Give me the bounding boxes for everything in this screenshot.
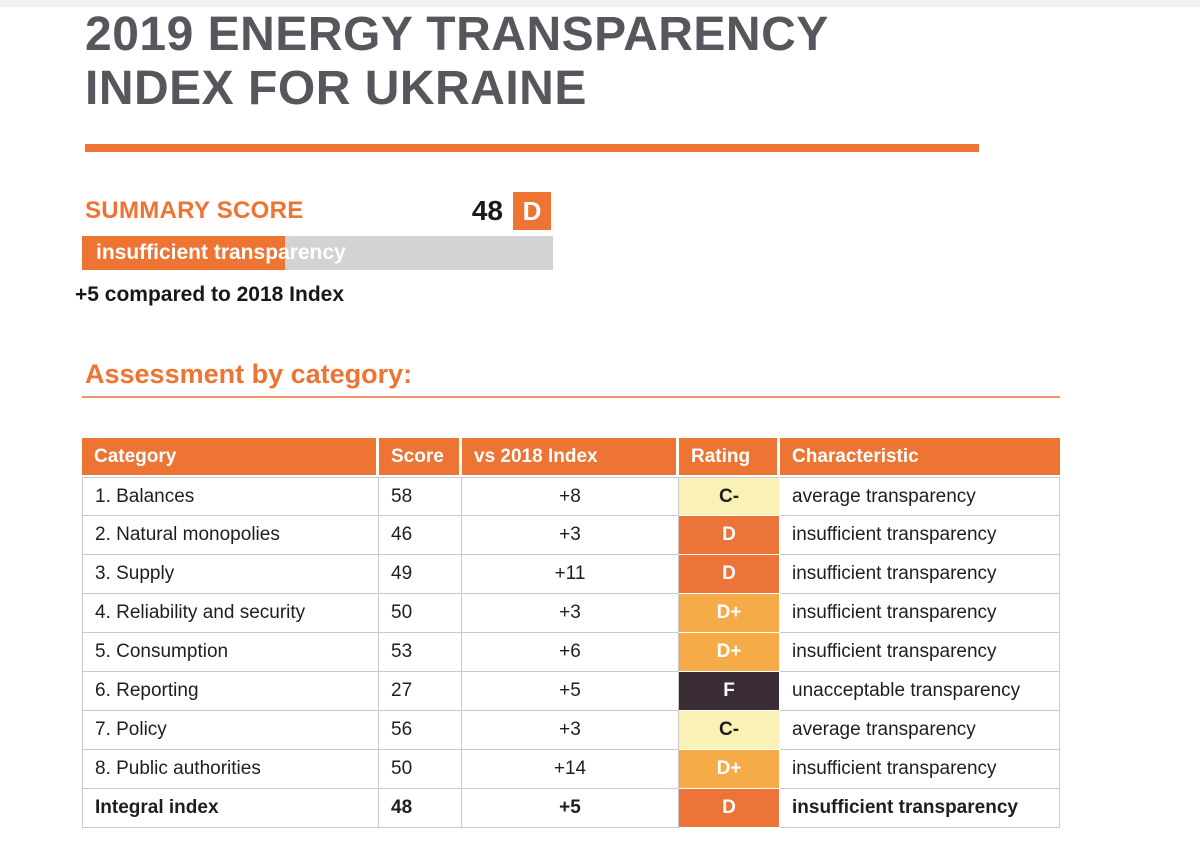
vs-2018-cell: +6 xyxy=(462,633,679,672)
vs-2018-cell: +3 xyxy=(462,711,679,750)
score-cell: 53 xyxy=(379,633,462,672)
section-heading: Assessment by category: xyxy=(85,359,413,389)
score-cell: 27 xyxy=(379,672,462,711)
category-cell: 7. Policy xyxy=(82,711,379,750)
page-title-line2: INDEX FOR UKRAINE xyxy=(85,62,587,115)
page-top-edge xyxy=(0,0,1200,7)
score-cell: 58 xyxy=(379,477,462,516)
vs-2018-cell: +3 xyxy=(462,594,679,633)
summary-score-value-group: 48 D xyxy=(472,192,551,230)
table-row: 3. Supply 49 +11 D insufficient transpar… xyxy=(82,555,1060,594)
vs-2018-cell: +8 xyxy=(462,477,679,516)
table-row: 2. Natural monopolies 46 +3 D insufficie… xyxy=(82,516,1060,555)
column-header-3: vs 2018 Index xyxy=(462,438,679,477)
rating-cell: C- xyxy=(679,477,780,516)
category-cell: 3. Supply xyxy=(82,555,379,594)
table-row: 1. Balances 58 +8 C- average transparenc… xyxy=(82,477,1060,516)
category-cell: 1. Balances xyxy=(82,477,379,516)
characteristic-cell: insufficient transparency xyxy=(780,789,1060,828)
characteristic-cell: insufficient transparency xyxy=(780,594,1060,633)
vs-2018-cell: +5 xyxy=(462,789,679,828)
characteristic-cell: insufficient transparency xyxy=(780,750,1060,789)
category-cell: 5. Consumption xyxy=(82,633,379,672)
category-cell: 4. Reliability and security xyxy=(82,594,379,633)
score-cell: 50 xyxy=(379,750,462,789)
table-row: 4. Reliability and security 50 +3 D+ ins… xyxy=(82,594,1060,633)
category-cell: Integral index xyxy=(82,789,379,828)
summary-score-bar: insufficient transparency xyxy=(82,236,553,270)
column-header-4: Rating xyxy=(679,438,780,477)
vs-2018-cell: +5 xyxy=(462,672,679,711)
rating-cell: D+ xyxy=(679,633,780,672)
summary-score-bar-label: insufficient transparency xyxy=(96,241,346,264)
table-row: 8. Public authorities 50 +14 D+ insuffic… xyxy=(82,750,1060,789)
characteristic-cell: unacceptable transparency xyxy=(780,672,1060,711)
summary-score-bar-fill xyxy=(82,236,285,270)
summary-score-value: 48 xyxy=(471,195,503,226)
vs-2018-cell: +11 xyxy=(462,555,679,594)
category-cell: 6. Reporting xyxy=(82,672,379,711)
rating-cell: C- xyxy=(679,711,780,750)
page-title-line1: 2019 ENERGY TRANSPARENCY xyxy=(85,8,829,61)
rating-cell: F xyxy=(679,672,780,711)
column-header-2: Score xyxy=(379,438,462,477)
table-row: 7. Policy 56 +3 C- average transparency xyxy=(82,711,1060,750)
title-divider-rule xyxy=(85,144,979,152)
summary-grade-badge: D xyxy=(513,192,551,230)
characteristic-cell: average transparency xyxy=(780,711,1060,750)
rating-cell: D+ xyxy=(679,750,780,789)
table-row: 6. Reporting 27 +5 F unacceptable transp… xyxy=(82,672,1060,711)
score-cell: 46 xyxy=(379,516,462,555)
section-divider-rule xyxy=(82,396,1060,398)
score-cell: 56 xyxy=(379,711,462,750)
category-cell: 8. Public authorities xyxy=(82,750,379,789)
characteristic-cell: insufficient transparency xyxy=(780,516,1060,555)
category-cell: 2. Natural monopolies xyxy=(82,516,379,555)
page-title: 2019 ENERGY TRANSPARENCY INDEX FOR UKRAI… xyxy=(85,8,1025,116)
score-cell: 48 xyxy=(379,789,462,828)
vs-2018-cell: +3 xyxy=(462,516,679,555)
table-row: 5. Consumption 53 +6 D+ insufficient tra… xyxy=(82,633,1060,672)
vs-2018-cell: +14 xyxy=(462,750,679,789)
rating-cell: D xyxy=(679,555,780,594)
summary-score-row: SUMMARY SCORE 48 D xyxy=(85,192,551,230)
score-cell: 49 xyxy=(379,555,462,594)
column-header-1: Category xyxy=(82,438,379,477)
rating-cell: D xyxy=(679,516,780,555)
rating-cell: D xyxy=(679,789,780,828)
comparison-text: +5 compared to 2018 Index xyxy=(75,283,345,306)
characteristic-cell: average transparency xyxy=(780,477,1060,516)
column-header-5: Characteristic xyxy=(780,438,1060,477)
assessment-table: Category Score vs 2018 Index Rating Characte… xyxy=(82,438,1060,828)
summary-score-label: SUMMARY SCORE xyxy=(85,197,304,224)
characteristic-cell: insufficient transparency xyxy=(780,555,1060,594)
score-cell: 50 xyxy=(379,594,462,633)
characteristic-cell: insufficient transparency xyxy=(780,633,1060,672)
table-header-row: Category Score vs 2018 Index Rating Characte… xyxy=(82,438,1060,477)
table-row: Integral index 48 +5 D insufficient tran… xyxy=(82,789,1060,828)
rating-cell: D+ xyxy=(679,594,780,633)
